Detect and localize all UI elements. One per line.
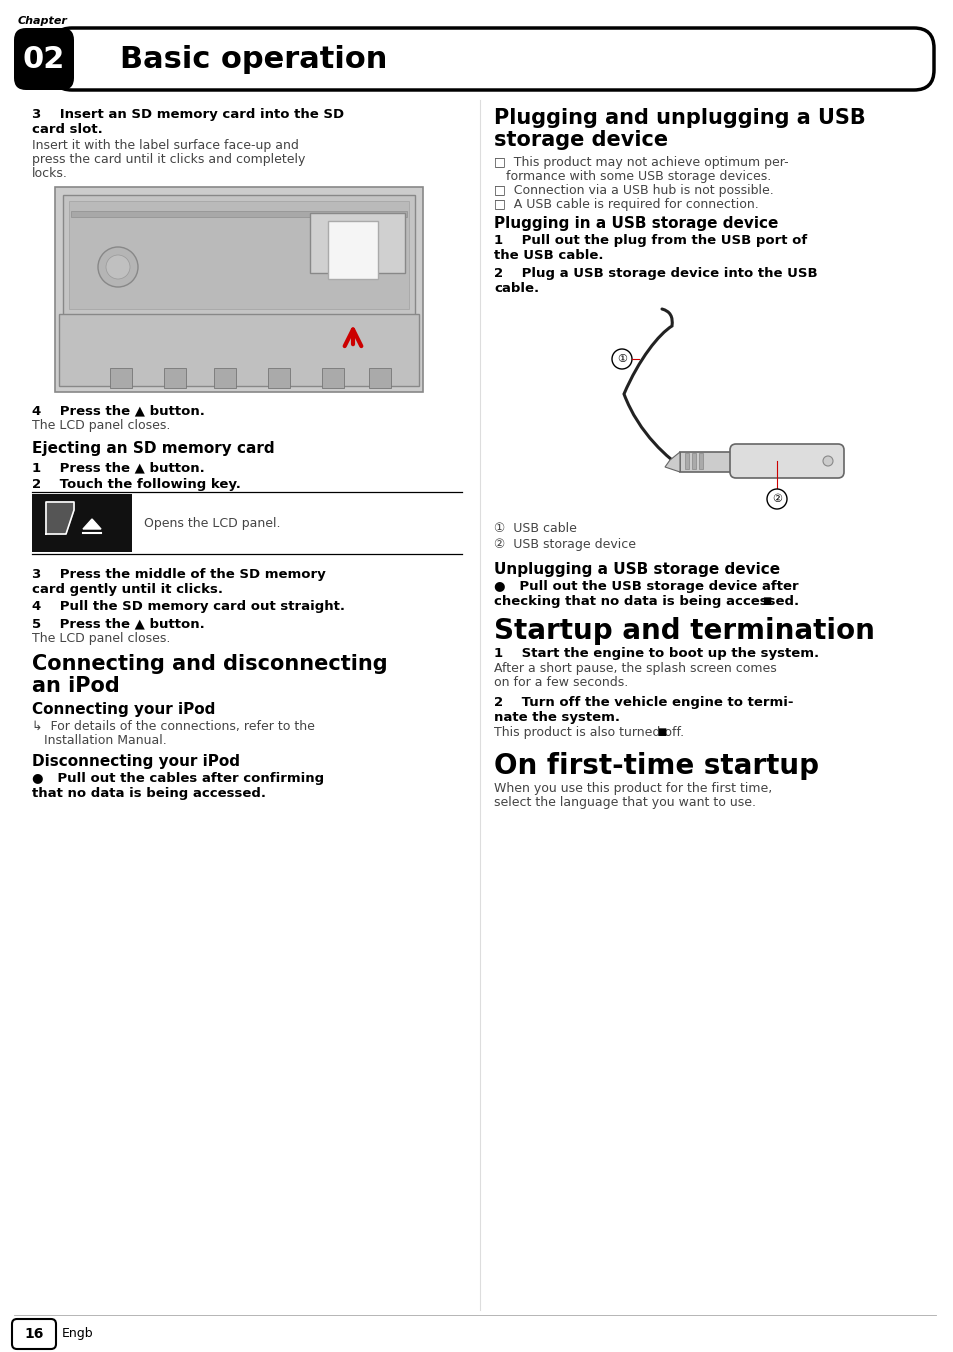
Text: formance with some USB storage devices.: formance with some USB storage devices. — [494, 170, 770, 183]
Text: Plugging and unplugging a USB: Plugging and unplugging a USB — [494, 108, 864, 128]
Text: When you use this product for the first time,: When you use this product for the first … — [494, 781, 771, 795]
Text: Chapter: Chapter — [18, 16, 68, 26]
Text: locks.: locks. — [32, 168, 68, 180]
Bar — [164, 368, 186, 388]
Text: card slot.: card slot. — [32, 123, 103, 137]
Text: Plugging in a USB storage device: Plugging in a USB storage device — [494, 216, 778, 231]
Bar — [59, 314, 418, 387]
Bar — [71, 211, 407, 218]
FancyBboxPatch shape — [52, 28, 933, 91]
Text: card gently until it clicks.: card gently until it clicks. — [32, 583, 223, 596]
Text: Ejecting an SD memory card: Ejecting an SD memory card — [32, 441, 274, 456]
Text: After a short pause, the splash screen comes: After a short pause, the splash screen c… — [494, 662, 776, 675]
Text: ②  USB storage device: ② USB storage device — [494, 538, 636, 552]
Bar — [322, 368, 344, 388]
Bar — [69, 201, 409, 310]
Bar — [679, 452, 731, 472]
FancyBboxPatch shape — [729, 443, 843, 479]
Circle shape — [766, 489, 786, 508]
Text: press the card until it clicks and completely: press the card until it clicks and compl… — [32, 153, 305, 166]
Text: ②: ② — [771, 493, 781, 504]
Text: 02: 02 — [23, 45, 65, 73]
Bar — [63, 195, 415, 315]
Bar — [684, 453, 688, 469]
Text: This product is also turned off.: This product is also turned off. — [494, 726, 683, 740]
Polygon shape — [46, 502, 74, 534]
Text: storage device: storage device — [494, 130, 667, 150]
Bar — [268, 368, 290, 388]
Text: The LCD panel closes.: The LCD panel closes. — [32, 631, 171, 645]
Text: cable.: cable. — [494, 283, 538, 295]
Text: an iPod: an iPod — [32, 676, 120, 696]
Text: Disconnecting your iPod: Disconnecting your iPod — [32, 754, 240, 769]
Bar — [691, 453, 696, 469]
Text: Engb: Engb — [62, 1328, 93, 1340]
Circle shape — [98, 247, 138, 287]
Polygon shape — [83, 519, 101, 529]
Text: ■: ■ — [761, 596, 770, 606]
Bar — [32, 493, 132, 552]
Text: Installation Manual.: Installation Manual. — [32, 734, 167, 748]
Circle shape — [822, 456, 832, 466]
Text: □  This product may not achieve optimum per-: □ This product may not achieve optimum p… — [494, 155, 788, 169]
Text: 16: 16 — [24, 1328, 44, 1341]
Text: 1    Start the engine to boot up the system.: 1 Start the engine to boot up the system… — [494, 648, 819, 660]
Text: ↳  For details of the connections, refer to the: ↳ For details of the connections, refer … — [32, 721, 314, 733]
Text: on for a few seconds.: on for a few seconds. — [494, 676, 628, 690]
Text: Connecting your iPod: Connecting your iPod — [32, 702, 215, 717]
Text: 4    Pull the SD memory card out straight.: 4 Pull the SD memory card out straight. — [32, 600, 345, 612]
Bar — [328, 220, 377, 279]
Text: Unplugging a USB storage device: Unplugging a USB storage device — [494, 562, 780, 577]
Bar — [55, 187, 422, 392]
Circle shape — [612, 349, 631, 369]
Text: Startup and termination: Startup and termination — [494, 617, 874, 645]
Text: ①: ① — [617, 354, 626, 364]
Circle shape — [106, 256, 130, 279]
Text: ■: ■ — [657, 727, 665, 737]
Text: 4    Press the ▲ button.: 4 Press the ▲ button. — [32, 404, 205, 416]
Text: □  A USB cable is required for connection.: □ A USB cable is required for connection… — [494, 197, 758, 211]
Text: 1    Pull out the plug from the USB port of: 1 Pull out the plug from the USB port of — [494, 234, 806, 247]
Bar — [110, 368, 132, 388]
Text: 3    Insert an SD memory card into the SD: 3 Insert an SD memory card into the SD — [32, 108, 344, 120]
Text: nate the system.: nate the system. — [494, 711, 619, 725]
Text: that no data is being accessed.: that no data is being accessed. — [32, 787, 266, 800]
Text: 5    Press the ▲ button.: 5 Press the ▲ button. — [32, 617, 205, 630]
Text: Insert it with the label surface face-up and: Insert it with the label surface face-up… — [32, 139, 298, 151]
Bar — [369, 368, 391, 388]
Text: The LCD panel closes.: The LCD panel closes. — [32, 419, 171, 433]
Text: 3    Press the middle of the SD memory: 3 Press the middle of the SD memory — [32, 568, 325, 581]
Bar — [214, 368, 236, 388]
Text: ①  USB cable: ① USB cable — [494, 522, 577, 535]
Text: Connecting and disconnecting: Connecting and disconnecting — [32, 654, 387, 675]
Text: 2    Turn off the vehicle engine to termi-: 2 Turn off the vehicle engine to termi- — [494, 696, 793, 708]
Bar — [310, 214, 405, 273]
Text: 2    Touch the following key.: 2 Touch the following key. — [32, 479, 240, 491]
Text: On first-time startup: On first-time startup — [494, 752, 818, 780]
Text: ●   Pull out the USB storage device after: ● Pull out the USB storage device after — [494, 580, 798, 594]
Text: 1    Press the ▲ button.: 1 Press the ▲ button. — [32, 461, 205, 475]
FancyBboxPatch shape — [14, 28, 74, 91]
Text: checking that no data is being accessed.: checking that no data is being accessed. — [494, 595, 799, 608]
Text: Basic operation: Basic operation — [120, 45, 387, 73]
Polygon shape — [664, 452, 679, 472]
Text: ●   Pull out the cables after confirming: ● Pull out the cables after confirming — [32, 772, 324, 786]
Text: □  Connection via a USB hub is not possible.: □ Connection via a USB hub is not possib… — [494, 184, 773, 197]
Text: select the language that you want to use.: select the language that you want to use… — [494, 796, 755, 808]
Text: 2    Plug a USB storage device into the USB: 2 Plug a USB storage device into the USB — [494, 266, 817, 280]
Text: the USB cable.: the USB cable. — [494, 249, 603, 262]
FancyBboxPatch shape — [12, 1320, 56, 1349]
Bar — [699, 453, 702, 469]
Text: Opens the LCD panel.: Opens the LCD panel. — [144, 516, 280, 530]
